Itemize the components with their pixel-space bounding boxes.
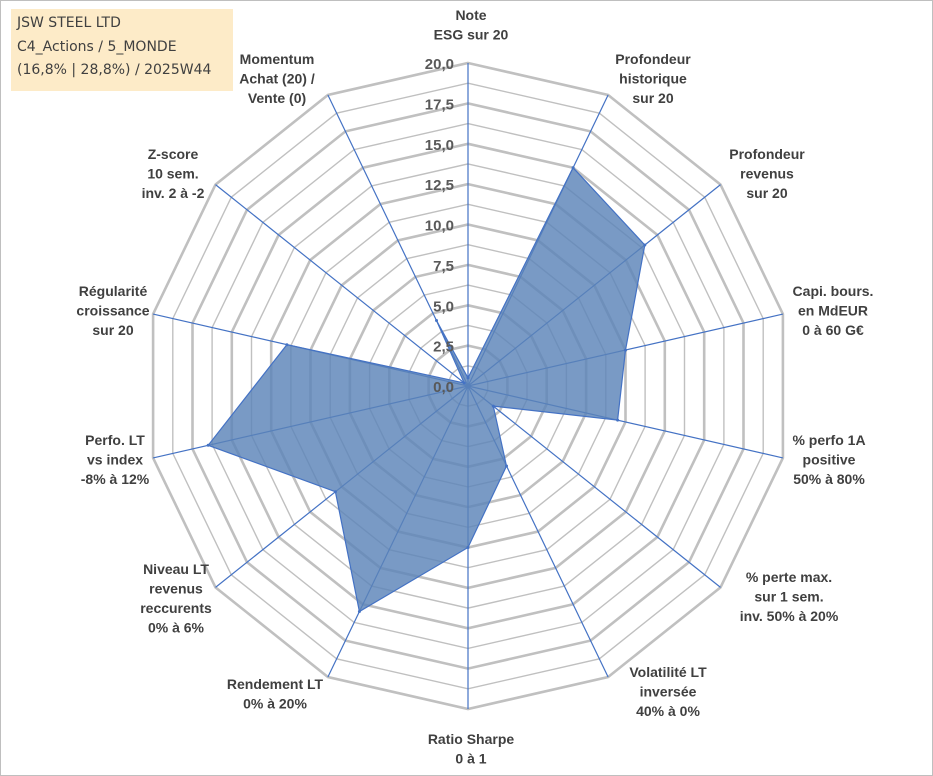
tick-label: 10,0 (425, 218, 454, 235)
tick-label: 2,5 (433, 339, 454, 356)
axis-label: Niveau LT revenus reccurents 0% à 6% (140, 561, 212, 636)
data-point (505, 464, 508, 468)
data-point (624, 348, 627, 352)
tick-label: 17,5 (425, 96, 454, 113)
data-point (466, 546, 470, 549)
tick-label: 5,0 (433, 298, 454, 315)
info-stats: (16,8% | 28,8%) / 2025W44 (17, 62, 212, 78)
axis-label: Profondeur historique sur 20 (615, 51, 691, 106)
axis-label: Ratio Sharpe 0 à 1 (428, 731, 515, 767)
axis-label: Régularité croissance sur 20 (76, 283, 149, 338)
data-point (643, 243, 647, 247)
axis-label: Capi. bours. en MdEUR 0 à 60 G€ (793, 283, 874, 338)
tick-label: 20,0 (425, 56, 454, 73)
radar-series (206, 166, 647, 613)
axis-spoke (215, 184, 469, 387)
radar-tick-labels: 0,0 2,5 5,0 7,5 10,0 12,5 15,0 17,5 20,0 (425, 56, 454, 396)
info-company: JSW STEEL LTD (17, 15, 121, 31)
axis-label: % perfo 1A positive 50% à 80% (792, 432, 865, 487)
data-point (333, 490, 337, 494)
data-point (466, 376, 470, 380)
data-point (435, 319, 438, 322)
tick-label: 15,0 (425, 137, 454, 154)
data-point (491, 404, 495, 408)
axis-label: Momentum Achat (20) / Vente (0) (239, 51, 315, 106)
tick-label: 0,0 (433, 379, 454, 396)
data-point (285, 343, 289, 347)
axis-label: % perte max. sur 1 sem. inv. 50% à 20% (740, 569, 839, 624)
data-point (206, 443, 210, 447)
tick-label: 7,5 (433, 258, 454, 275)
data-point (571, 166, 575, 170)
axis-label: Profondeur revenus sur 20 (729, 146, 805, 201)
axis-label: Perfo. LT vs index -8% à 12% (81, 432, 150, 487)
tick-label: 12,5 (425, 177, 454, 194)
axis-label: Note ESG sur 20 (434, 7, 509, 43)
info-category: C4_Actions / 5_MONDE (17, 38, 177, 55)
axis-label: Rendement LT 0% à 20% (227, 676, 324, 712)
axis-spoke (467, 385, 721, 588)
data-point (616, 418, 620, 422)
axis-label: Z-score 10 sem. inv. 2 à -2 (142, 146, 205, 201)
info-box: JSW STEEL LTD C4_Actions / 5_MONDE (16,8… (11, 9, 233, 91)
data-point (462, 381, 466, 385)
radar-axis-labels: Note ESG sur 20 Profondeur historique sur 20… (76, 7, 873, 767)
axis-label: Volatilité LT inversée 40% à 0% (629, 664, 707, 719)
data-point (357, 610, 361, 613)
